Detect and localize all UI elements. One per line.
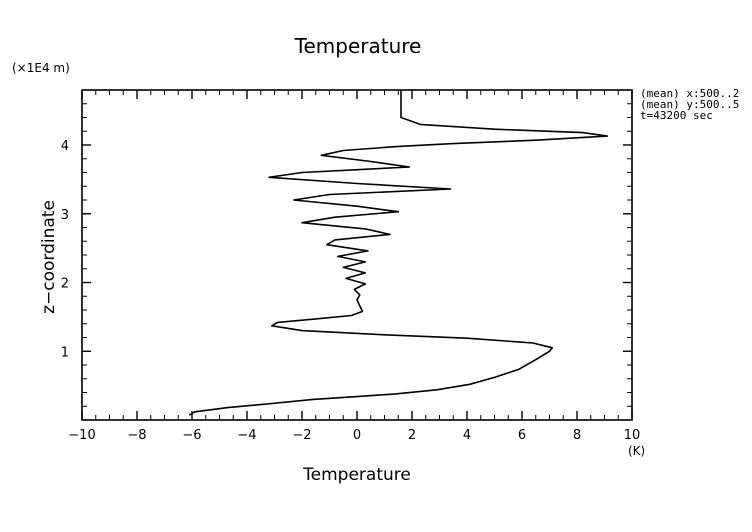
major-ticks (81, 90, 633, 420)
x-tick-label: 0 (353, 428, 361, 443)
x-tick-label: −4 (237, 428, 256, 443)
x-tick-label: −8 (127, 428, 146, 443)
y-axis-unit: (×1E4 m) (12, 61, 70, 75)
x-tick-label: −6 (182, 428, 201, 443)
y-tick-label: 1 (61, 345, 69, 360)
x-tick-label: 8 (573, 428, 581, 443)
y-tick-labels: 1 2 3 4 (61, 139, 69, 360)
chart-title: Temperature (294, 34, 422, 58)
annotations: (mean) x:500..2(mean) y:500..5t=43200 se… (640, 87, 739, 122)
annotation-line: t=43200 sec (640, 109, 713, 122)
y-tick-label: 3 (61, 208, 69, 223)
x-axis-unit: (K) (628, 444, 645, 458)
y-axis-title: z−coordinate (39, 200, 59, 314)
x-axis-title: Temperature (302, 465, 411, 485)
x-tick-label: −2 (292, 428, 311, 443)
temperature-profile-line (188, 90, 609, 416)
x-tick-label: −10 (68, 428, 95, 443)
y-tick-label: 2 (61, 277, 69, 292)
annotation-line: (mean) x:500..2 (640, 87, 739, 100)
x-tick-label: 2 (408, 428, 416, 443)
x-tick-label: 6 (518, 428, 526, 443)
annotation-line: (mean) y:500..5 (640, 98, 739, 111)
x-tick-label: 4 (463, 428, 471, 443)
x-tick-labels: −10 −8 −6 −4 −2 0 2 4 6 8 10 (68, 428, 640, 443)
y-tick-label: 4 (61, 139, 69, 154)
x-tick-label: 10 (624, 428, 641, 443)
